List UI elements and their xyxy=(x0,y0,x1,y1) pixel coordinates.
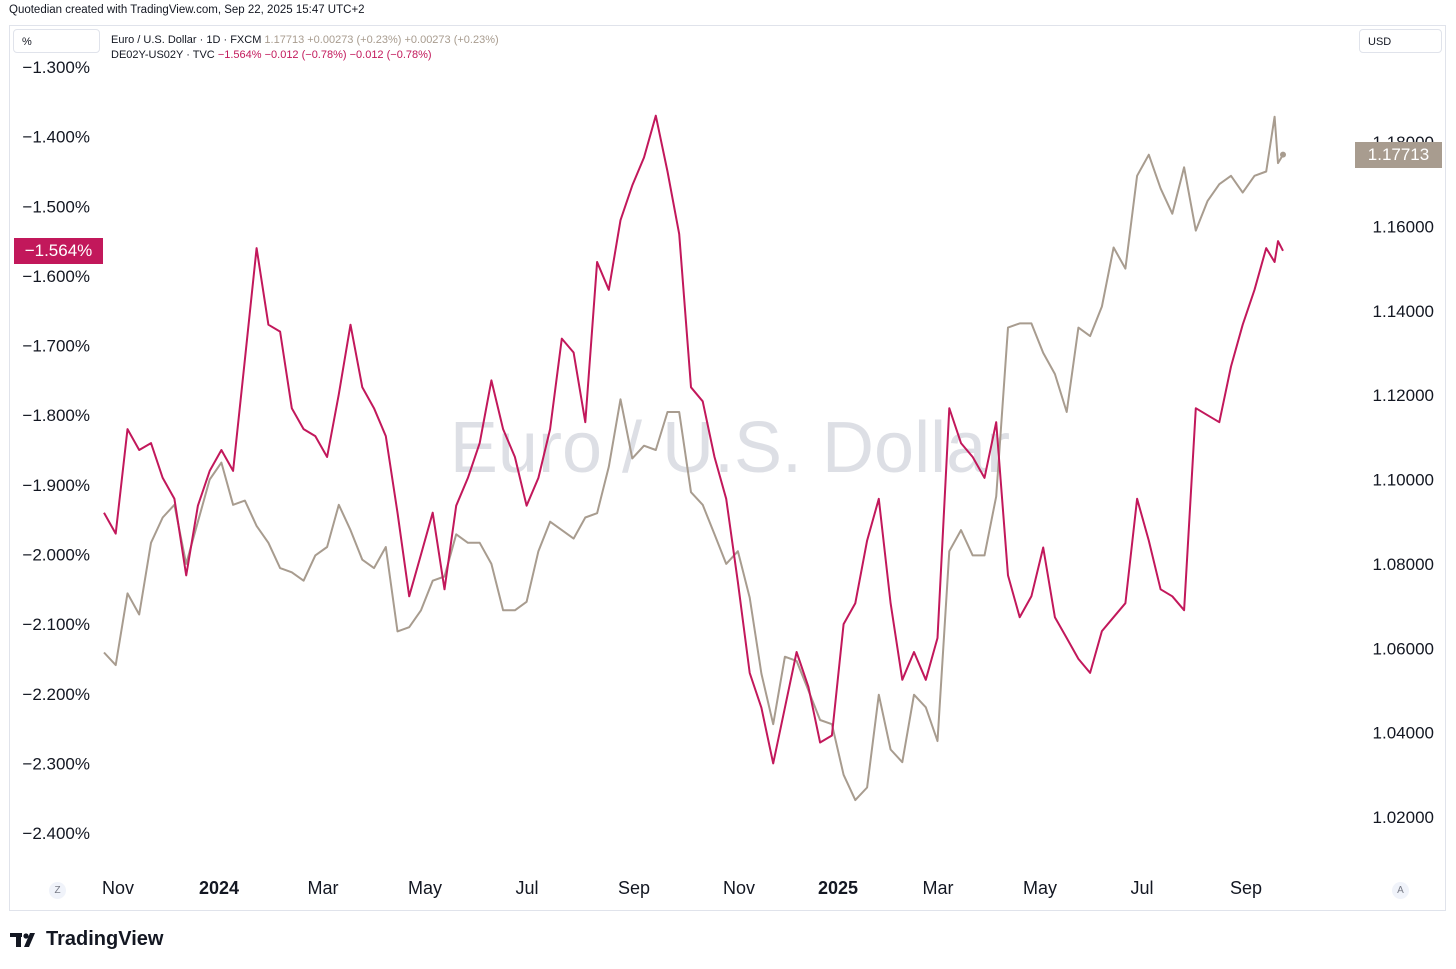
left-tick-label: −1.400% xyxy=(22,128,90,147)
left-tick-label: −1.500% xyxy=(22,197,90,216)
time-axis: Nov 2024 Mar May Jul Sep Nov 2025 Mar May Jul Sep xyxy=(102,878,1262,898)
left-tick-label: −2.200% xyxy=(22,685,90,704)
time-tick-label: Sep xyxy=(1230,878,1262,898)
legend-spread-values: −1.564% −0.012 (−0.78%) −0.012 (−0.78%) xyxy=(217,49,432,61)
left-tick-label: −2.100% xyxy=(22,615,90,634)
right-tick-label: 1.12000 xyxy=(1373,386,1434,405)
header-caption: Quotedian created with TradingView.com, … xyxy=(9,4,365,16)
right-tick-label: 1.06000 xyxy=(1373,639,1434,658)
brand-name: TradingView xyxy=(46,928,164,950)
right-tick-label: 1.04000 xyxy=(1373,724,1434,743)
right-scale-unit-button[interactable]: USD xyxy=(1359,29,1442,53)
right-tick-label: 1.02000 xyxy=(1373,808,1434,827)
right-tick-label: 1.14000 xyxy=(1373,302,1434,321)
eurusd-line xyxy=(103,115,1284,802)
right-tick-label: 1.08000 xyxy=(1373,555,1434,574)
time-tick-label: 2024 xyxy=(199,878,239,898)
tradingview-brand[interactable]: TradingView xyxy=(10,928,163,951)
right-axis: 1.180001.160001.140001.120001.100001.080… xyxy=(1373,133,1434,827)
time-tick-label: Jul xyxy=(1130,878,1153,898)
eurusd-last-point xyxy=(1280,151,1286,158)
left-tick-label: −1.700% xyxy=(22,337,90,356)
left-scale-unit-button[interactable]: % xyxy=(13,29,100,53)
plot-area xyxy=(103,114,1286,802)
time-tick-label: Jul xyxy=(515,878,538,898)
time-tick-label: Mar xyxy=(923,878,954,898)
legend-spread-name: DE02Y-US02Y · TVC xyxy=(111,49,215,61)
time-tick-label: Mar xyxy=(308,878,339,898)
chart-legend: Euro / U.S. Dollar · 1D · FXCM 1.17713 +… xyxy=(111,33,499,63)
corner-right-toggle[interactable]: A xyxy=(1392,882,1409,899)
legend-row-spread[interactable]: DE02Y-US02Y · TVC −1.564% −0.012 (−0.78%… xyxy=(111,48,499,63)
tradingview-logo-icon xyxy=(10,932,35,947)
left-tick-label: −1.300% xyxy=(22,58,90,77)
time-tick-label: Sep xyxy=(618,878,650,898)
left-tick-label: −1.600% xyxy=(22,267,90,286)
spread-last-value-tag: −1.564% xyxy=(14,237,103,264)
right-tick-label: 1.16000 xyxy=(1373,217,1434,236)
time-tick-label: May xyxy=(1023,878,1057,898)
corner-left-toggle[interactable]: Z xyxy=(49,882,66,899)
left-axis: −1.300% −1.400% −1.500% −1.600% −1.700% −1.80… xyxy=(22,58,90,843)
left-tick-label: −1.900% xyxy=(22,476,90,495)
watermark: Euro / U.S. Dollar xyxy=(450,408,1010,488)
right-tick-label: 1.10000 xyxy=(1373,471,1434,490)
chart-frame xyxy=(9,25,1446,911)
left-tick-label: −2.300% xyxy=(22,754,90,773)
time-tick-label: Nov xyxy=(102,878,134,898)
legend-row-eurusd[interactable]: Euro / U.S. Dollar · 1D · FXCM 1.17713 +… xyxy=(111,33,499,48)
legend-eurusd-name: Euro / U.S. Dollar · 1D · FXCM xyxy=(111,34,262,46)
eurusd-last-value-tag: 1.17713 xyxy=(1355,141,1442,168)
left-tick-label: −1.800% xyxy=(22,406,90,425)
left-tick-label: −2.400% xyxy=(22,824,90,843)
left-tick-label: −2.000% xyxy=(22,545,90,564)
spread-line xyxy=(103,114,1284,765)
time-tick-label: Nov xyxy=(723,878,755,898)
legend-eurusd-values: 1.17713 +0.00273 (+0.23%) +0.00273 (+0.2… xyxy=(264,34,499,46)
time-tick-label: May xyxy=(408,878,442,898)
time-tick-label: 2025 xyxy=(818,878,858,898)
